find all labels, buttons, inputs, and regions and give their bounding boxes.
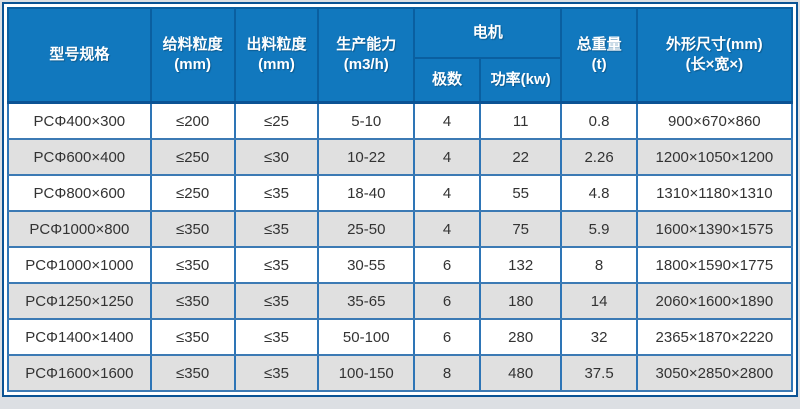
cell-dimensions: 900×670×860 (635, 101, 794, 140)
cell-motor-poles: 4 (413, 101, 481, 140)
cell-output-size: ≤35 (233, 246, 320, 284)
cell-capacity: 50-100 (317, 318, 416, 356)
cell-dimensions: 2060×1600×1890 (635, 282, 794, 320)
cell-feed-size: ≤200 (149, 101, 236, 140)
cell-total-weight: 0.8 (560, 101, 638, 140)
cell-capacity: 10-22 (317, 138, 416, 176)
cell-model: PCΦ1250×1250 (7, 282, 152, 320)
cell-motor-poles: 8 (413, 354, 481, 392)
table-header: 型号规格 给料粒度 (mm) 出料粒度 (mm) 生产能力 (m3/h) 电机 … (7, 7, 794, 104)
header-line: 出料粒度 (246, 35, 307, 53)
table-row: PCΦ800×600 ≤250 ≤35 18-40 4 55 4.8 1310×… (7, 174, 794, 212)
cell-motor-power: 180 (478, 282, 563, 320)
cell-total-weight: 14 (560, 282, 638, 320)
cell-motor-poles: 6 (413, 246, 481, 284)
cell-motor-power: 280 (478, 318, 563, 356)
cell-feed-size: ≤350 (149, 354, 236, 392)
table-body: PCΦ400×300 ≤200 ≤25 5-10 4 11 0.8 900×67… (7, 101, 794, 392)
header-line: (长×宽×) (685, 56, 744, 73)
cell-motor-power: 480 (478, 354, 563, 392)
cell-dimensions: 1800×1590×1775 (635, 246, 794, 284)
header-line: (m3/h) (343, 56, 389, 73)
col-header-dimensions: 外形尺寸(mm) (长×宽×) (635, 7, 794, 104)
table-row: PCΦ1000×800 ≤350 ≤35 25-50 4 75 5.9 1600… (7, 210, 794, 248)
cell-output-size: ≤25 (233, 101, 320, 140)
header-line: 给料粒度 (162, 35, 223, 53)
cell-total-weight: 4.8 (560, 174, 638, 212)
cell-model: PCΦ800×600 (7, 174, 152, 212)
cell-dimensions: 1200×1050×1200 (635, 138, 794, 176)
table-row: PCΦ1600×1600 ≤350 ≤35 100-150 8 480 37.5… (7, 354, 794, 392)
cell-motor-power: 11 (478, 101, 563, 140)
cell-total-weight: 32 (560, 318, 638, 356)
cell-output-size: ≤35 (233, 318, 320, 356)
cell-total-weight: 2.26 (560, 138, 638, 176)
table-row: PCΦ600×400 ≤250 ≤30 10-22 4 22 2.26 1200… (7, 138, 794, 176)
cell-model: PCΦ1000×1000 (7, 246, 152, 284)
cell-model: PCΦ400×300 (7, 101, 152, 140)
col-header-motor-power: 功率(kw) (478, 57, 563, 104)
cell-motor-poles: 6 (413, 318, 481, 356)
header-row-1: 型号规格 给料粒度 (mm) 出料粒度 (mm) 生产能力 (m3/h) 电机 … (7, 7, 794, 104)
cell-capacity: 5-10 (317, 101, 416, 140)
col-header-model: 型号规格 (7, 7, 152, 104)
cell-output-size: ≤35 (233, 210, 320, 248)
cell-total-weight: 5.9 (560, 210, 638, 248)
cell-feed-size: ≤350 (149, 318, 236, 356)
cell-output-size: ≤35 (233, 174, 320, 212)
spec-table-frame: 型号规格 给料粒度 (mm) 出料粒度 (mm) 生产能力 (m3/h) 电机 … (2, 2, 798, 397)
cell-feed-size: ≤250 (149, 138, 236, 176)
cell-motor-power: 22 (478, 138, 563, 176)
header-line: (t) (591, 56, 607, 73)
col-header-capacity: 生产能力 (m3/h) (317, 7, 416, 104)
cell-capacity: 18-40 (317, 174, 416, 212)
cell-motor-power: 132 (478, 246, 563, 284)
cell-model: PCΦ1000×800 (7, 210, 152, 248)
cell-capacity: 100-150 (317, 354, 416, 392)
cell-total-weight: 37.5 (560, 354, 638, 392)
table-row: PCΦ1000×1000 ≤350 ≤35 30-55 6 132 8 1800… (7, 246, 794, 284)
col-header-total-weight: 总重量 (t) (560, 7, 638, 104)
cell-motor-poles: 4 (413, 210, 481, 248)
header-line: 生产能力 (336, 35, 397, 53)
cell-motor-power: 55 (478, 174, 563, 212)
header-line: 总重量 (576, 35, 622, 53)
spec-table: 型号规格 给料粒度 (mm) 出料粒度 (mm) 生产能力 (m3/h) 电机 … (7, 7, 794, 392)
header-line: (mm) (258, 56, 295, 73)
cell-capacity: 25-50 (317, 210, 416, 248)
cell-output-size: ≤30 (233, 138, 320, 176)
col-header-motor-poles: 极数 (413, 57, 481, 104)
cell-feed-size: ≤350 (149, 246, 236, 284)
col-header-feed-size: 给料粒度 (mm) (149, 7, 236, 104)
table-row: PCΦ1250×1250 ≤350 ≤35 35-65 6 180 14 206… (7, 282, 794, 320)
cell-capacity: 35-65 (317, 282, 416, 320)
col-header-output-size: 出料粒度 (mm) (233, 7, 320, 104)
cell-feed-size: ≤250 (149, 174, 236, 212)
cell-capacity: 30-55 (317, 246, 416, 284)
cell-total-weight: 8 (560, 246, 638, 284)
cell-motor-poles: 4 (413, 138, 481, 176)
cell-model: PCΦ1400×1400 (7, 318, 152, 356)
cell-motor-power: 75 (478, 210, 563, 248)
cell-model: PCΦ600×400 (7, 138, 152, 176)
table-row: PCΦ1400×1400 ≤350 ≤35 50-100 6 280 32 23… (7, 318, 794, 356)
header-line: (mm) (174, 56, 211, 73)
table-row: PCΦ400×300 ≤200 ≤25 5-10 4 11 0.8 900×67… (7, 101, 794, 140)
cell-output-size: ≤35 (233, 282, 320, 320)
cell-dimensions: 1310×1180×1310 (635, 174, 794, 212)
cell-output-size: ≤35 (233, 354, 320, 392)
cell-feed-size: ≤350 (149, 282, 236, 320)
cell-dimensions: 2365×1870×2220 (635, 318, 794, 356)
cell-dimensions: 1600×1390×1575 (635, 210, 794, 248)
header-line: 外形尺寸(mm) (666, 35, 763, 53)
cell-feed-size: ≤350 (149, 210, 236, 248)
col-header-motor-group: 电机 (413, 7, 563, 59)
cell-motor-poles: 6 (413, 282, 481, 320)
cell-model: PCΦ1600×1600 (7, 354, 152, 392)
cell-motor-poles: 4 (413, 174, 481, 212)
cell-dimensions: 3050×2850×2800 (635, 354, 794, 392)
header-row-2: 极数 功率(kw) (8, 57, 792, 104)
